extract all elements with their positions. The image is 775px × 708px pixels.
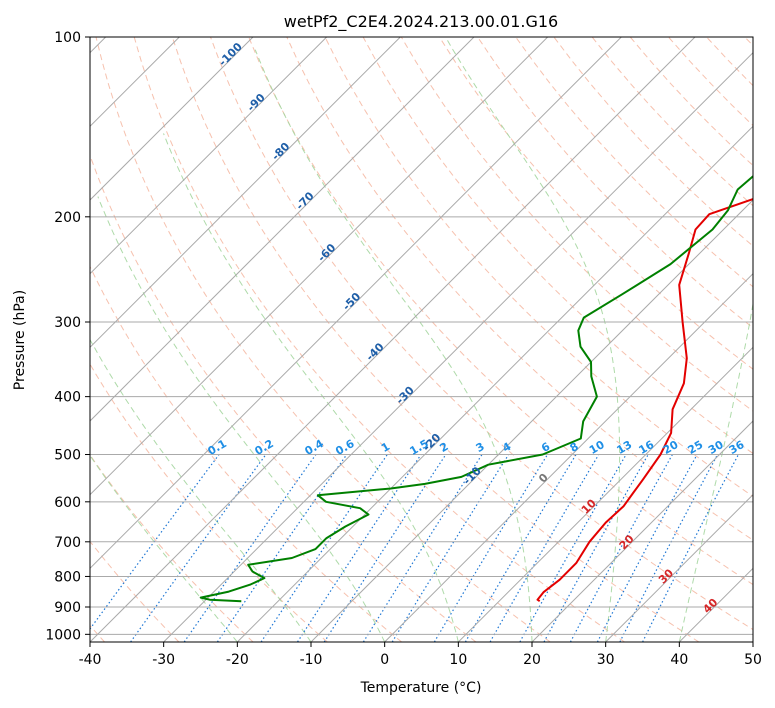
y-tick-label: 400 [54, 390, 81, 406]
mixing-ratio-line [90, 454, 220, 630]
y-tick-label: 800 [54, 569, 81, 585]
x-tick-label: 50 [744, 652, 762, 668]
isotherm-line [531, 420, 753, 642]
moist-adiabat-line [97, 196, 386, 642]
x-tick-label: 0 [380, 652, 389, 668]
isotherm-line [90, 37, 254, 201]
plot-area [90, 37, 753, 642]
x-axis-ticks: -40 -30 -20 -10 0 10 20 30 40 50 [79, 642, 762, 668]
y-tick-label: 300 [54, 315, 81, 331]
dry-adiabat-line [90, 153, 477, 642]
y-tick-label: 700 [54, 535, 81, 551]
x-tick-label: -40 [79, 652, 102, 668]
moist-adiabat-line [254, 49, 533, 642]
moist-adiabat-line [678, 301, 753, 642]
mixing-ratio-line [596, 454, 698, 642]
dry-adiabat-line [210, 37, 753, 631]
x-tick-label: 20 [523, 652, 541, 668]
isotherm-line [384, 272, 753, 642]
x-tick-label: 30 [597, 652, 615, 668]
mixing-ratio-line [183, 454, 317, 642]
x-tick-label: -30 [152, 652, 175, 668]
x-tick-label: -10 [300, 652, 323, 668]
mixing-ratio-line [569, 454, 673, 642]
dewpoint-profile-line [199, 175, 753, 603]
y-tick-label: 200 [54, 210, 81, 226]
dry-adiabat-line [324, 37, 753, 498]
x-axis-label: Temperature (°C) [360, 680, 482, 696]
skewed-isotherms [90, 37, 753, 642]
temperature-profile-line [536, 198, 753, 603]
dry-adiabat-line [362, 37, 753, 455]
x-tick-label: 10 [449, 652, 467, 668]
dry-adiabat-line [95, 37, 551, 642]
profile-series [199, 175, 753, 603]
dry-adiabat-line [133, 37, 625, 642]
isotherm-line [457, 346, 753, 642]
isotherm-line [90, 37, 328, 275]
isotherm-line [310, 199, 753, 642]
moist-adiabats [90, 37, 753, 642]
x-tick-label: 40 [670, 652, 688, 668]
isotherm-line [90, 37, 401, 349]
y-tick-label: 600 [54, 495, 81, 511]
mixing-ratio-line [519, 454, 627, 642]
isotherm-line [605, 493, 753, 642]
moist-adiabat-line [163, 133, 459, 642]
plot-frame [89, 36, 754, 643]
dry-adiabat-line [400, 37, 753, 412]
mixing-ratio-line [130, 454, 267, 642]
pressure-gridlines [90, 37, 753, 635]
mixing-ratio-line [433, 454, 549, 642]
dry-adiabat-line [477, 37, 753, 329]
dry-adiabat-line [248, 37, 753, 586]
dry-adiabat-line [286, 37, 753, 541]
mixing-ratio-line [296, 454, 422, 642]
y-axis-label: Pressure (hPa) [12, 290, 28, 390]
y-tick-label: 900 [54, 600, 81, 616]
dry-adiabat-line [515, 37, 753, 288]
isotherm-line [90, 37, 475, 422]
dry-adiabat-line [90, 265, 403, 642]
y-tick-label: 100 [54, 30, 81, 46]
isotherm-line [90, 37, 696, 642]
moist-adiabat-line [445, 37, 621, 642]
mixing-ratio-lines [90, 454, 739, 642]
x-tick-label: -20 [226, 652, 249, 668]
y-tick-label: 500 [54, 448, 81, 464]
isotherm-line [236, 125, 753, 642]
moist-adiabat-line [90, 454, 238, 642]
dry-adiabats [90, 37, 753, 642]
y-tick-label: 1000 [45, 627, 81, 643]
dry-adiabat-line [171, 37, 700, 642]
mixing-ratio-line [216, 454, 348, 642]
isotherm-line [90, 37, 622, 570]
y-axis-ticks: 1000 900 800 700 600 500 400 300 200 100 [45, 30, 90, 643]
mixing-ratio-line [260, 454, 388, 642]
mixing-ratio-line [464, 454, 577, 642]
mixing-ratio-line [323, 454, 447, 642]
isotherm-line [163, 51, 753, 642]
isotherm-line [90, 37, 549, 496]
mixing-ratio-line [489, 454, 600, 642]
chart-title: wetPf2_C2E4.2024.213.00.01.G16 [284, 12, 558, 32]
moist-adiabat-line [90, 338, 312, 642]
dry-adiabat-line [90, 363, 328, 642]
